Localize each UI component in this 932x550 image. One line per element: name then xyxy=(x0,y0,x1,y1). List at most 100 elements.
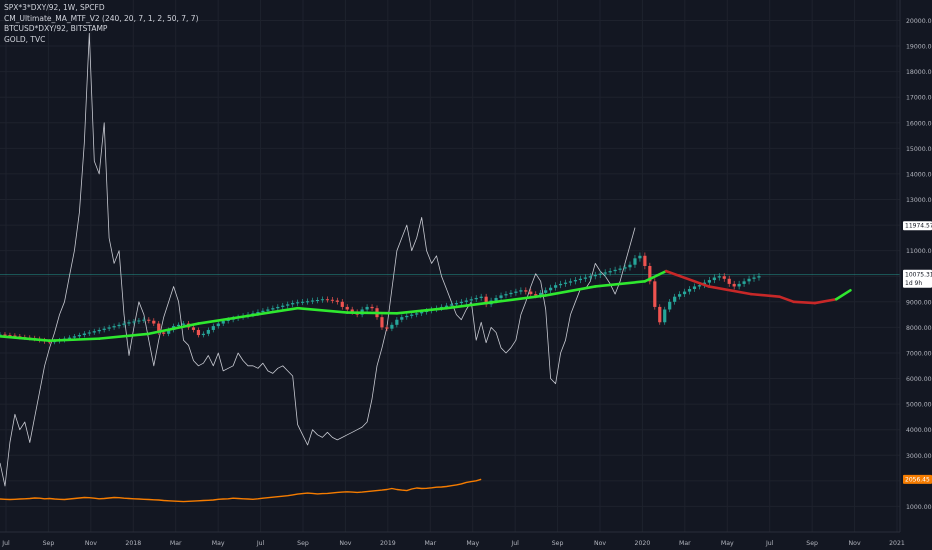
candle xyxy=(578,275,582,284)
candle xyxy=(628,261,632,271)
candle xyxy=(737,280,741,290)
gold-line xyxy=(0,478,482,503)
candle xyxy=(663,306,667,325)
candle xyxy=(687,286,692,295)
ma-segment xyxy=(834,288,852,301)
candle-body xyxy=(568,281,573,283)
spx-candles xyxy=(0,252,761,345)
candle xyxy=(638,252,642,262)
candle xyxy=(678,291,682,300)
candle-body xyxy=(305,301,310,303)
candle xyxy=(300,299,305,306)
candle-body xyxy=(499,295,503,298)
candle-body xyxy=(315,300,320,302)
candle xyxy=(117,322,121,329)
y-tick-label: 18000.00 xyxy=(906,69,932,76)
candle xyxy=(752,274,756,282)
legend-gold-symbol[interactable]: GOLD, TVC xyxy=(4,34,46,44)
candle xyxy=(405,313,409,320)
candle-body xyxy=(613,269,617,272)
candle-body xyxy=(87,332,91,334)
candle-body xyxy=(514,291,518,293)
gold-price-badge-label: 2056.45 xyxy=(905,476,930,483)
candle-body xyxy=(390,324,394,329)
ma-segment xyxy=(48,337,101,342)
candle-body xyxy=(692,286,697,290)
candle-body xyxy=(707,280,711,283)
ma-segment xyxy=(707,285,753,296)
candle-body xyxy=(464,300,468,302)
candle xyxy=(583,274,587,282)
ma-segment xyxy=(197,314,250,325)
candle xyxy=(191,324,196,333)
x-tick-label: Jul xyxy=(765,540,774,547)
ma-segment xyxy=(593,280,647,288)
candle-body xyxy=(544,290,548,293)
candle-body xyxy=(668,301,672,310)
candle-body xyxy=(296,302,300,304)
candle-body xyxy=(524,290,528,292)
y-tick-label: 6000.00 xyxy=(906,376,932,383)
legend-btc-symbol[interactable]: BTCUSD*DXY/92, BITSTAMP xyxy=(4,24,108,33)
candle-body xyxy=(549,287,553,291)
candle xyxy=(206,327,210,337)
candle-body xyxy=(578,278,582,281)
ma-segment xyxy=(147,322,200,336)
btc-price-badge-label: 11974.57 xyxy=(905,223,932,230)
legend-indicator[interactable]: CM_Ultimate_MA_MTF_V2 (240, 20, 7, 1, 2,… xyxy=(4,13,199,23)
ma-segment xyxy=(792,300,817,305)
candle xyxy=(524,287,528,295)
y-tick-label: 19000.00 xyxy=(906,44,932,51)
candle-body xyxy=(137,320,141,322)
candle-body xyxy=(107,327,111,329)
candle-body xyxy=(752,277,756,279)
candle xyxy=(152,318,156,327)
candle-body xyxy=(335,300,339,302)
candle xyxy=(623,264,627,272)
ma-segment xyxy=(544,285,597,297)
ma-segment xyxy=(97,332,151,340)
candle xyxy=(707,277,711,286)
candle xyxy=(365,304,369,313)
candle xyxy=(296,299,300,306)
candle-body xyxy=(256,312,260,314)
candle-body xyxy=(608,271,612,273)
candle xyxy=(0,332,2,337)
candle xyxy=(653,278,657,310)
candle xyxy=(310,297,315,305)
ma-segment xyxy=(395,306,448,315)
candle-body xyxy=(682,291,687,295)
candle-body xyxy=(628,264,632,268)
ma-segment xyxy=(345,311,399,315)
ma-segment xyxy=(664,269,710,288)
y-tick-label: 17000.00 xyxy=(906,95,932,102)
candle-body xyxy=(112,326,116,328)
candle xyxy=(519,287,523,295)
legend-main-symbol[interactable]: SPX*3*DXY/92, 1W, SPCFD xyxy=(4,3,105,12)
candle-body xyxy=(286,304,290,306)
candle-body xyxy=(479,296,483,298)
candle-body xyxy=(340,301,344,307)
candle xyxy=(668,299,672,313)
candle-body xyxy=(3,334,7,336)
ma-segment xyxy=(813,297,838,305)
candle-body xyxy=(142,319,146,321)
candle xyxy=(459,299,463,306)
y-tick-label: 7000.00 xyxy=(906,350,932,357)
y-tick-label: 11000.00 xyxy=(906,248,932,255)
candle-body xyxy=(737,283,741,287)
candle-body xyxy=(573,280,578,282)
candle xyxy=(747,275,751,285)
candle-body xyxy=(266,309,270,311)
x-tick-label: Jul xyxy=(1,540,10,547)
x-tick-label: Nov xyxy=(594,540,606,547)
candle xyxy=(504,291,508,299)
candle xyxy=(330,296,334,304)
time-axis[interactable]: Jul Sep Nov 2018 Mar May Jul Sep Nov 2019 Mar May Ju… xyxy=(0,531,905,547)
candle-body xyxy=(623,267,627,269)
spx-price-badge-timer: 1d 9h xyxy=(905,280,922,287)
candle xyxy=(107,324,111,332)
candle-body xyxy=(583,277,587,279)
